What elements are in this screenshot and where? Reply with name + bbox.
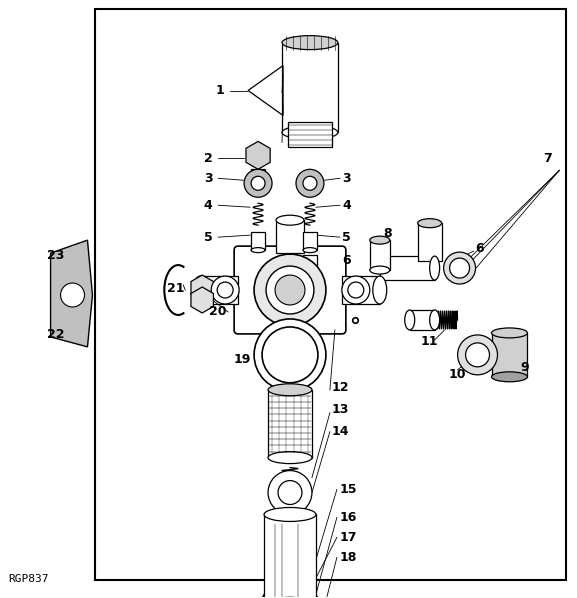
Polygon shape bbox=[191, 287, 213, 313]
Text: 4: 4 bbox=[204, 199, 212, 212]
Text: 9: 9 bbox=[520, 361, 529, 374]
Circle shape bbox=[449, 258, 470, 278]
Bar bbox=[303, 255, 317, 271]
Circle shape bbox=[275, 275, 305, 305]
Circle shape bbox=[254, 254, 326, 326]
Ellipse shape bbox=[303, 248, 317, 252]
Ellipse shape bbox=[373, 276, 387, 304]
Ellipse shape bbox=[264, 597, 316, 598]
Ellipse shape bbox=[276, 215, 304, 225]
Text: 21: 21 bbox=[167, 282, 184, 295]
Ellipse shape bbox=[251, 248, 265, 252]
Circle shape bbox=[342, 276, 370, 304]
Text: 16: 16 bbox=[339, 511, 357, 524]
Ellipse shape bbox=[268, 451, 312, 463]
Text: 20: 20 bbox=[209, 306, 227, 319]
Text: RGP837: RGP837 bbox=[9, 574, 49, 584]
Circle shape bbox=[217, 282, 233, 298]
Bar bbox=[95, 9, 567, 580]
Ellipse shape bbox=[492, 328, 527, 338]
Text: 6: 6 bbox=[475, 242, 484, 255]
Circle shape bbox=[458, 335, 497, 375]
Bar bbox=[264, 514, 316, 598]
Text: 13: 13 bbox=[331, 403, 349, 416]
Ellipse shape bbox=[370, 236, 389, 244]
Circle shape bbox=[303, 176, 317, 190]
Text: 14: 14 bbox=[331, 425, 349, 438]
Text: 3: 3 bbox=[204, 172, 212, 185]
Text: 8: 8 bbox=[384, 227, 392, 240]
Ellipse shape bbox=[193, 276, 207, 304]
Text: 17: 17 bbox=[339, 531, 357, 544]
Bar bbox=[492, 333, 527, 377]
Ellipse shape bbox=[264, 508, 316, 521]
Polygon shape bbox=[51, 240, 92, 347]
Circle shape bbox=[254, 319, 326, 390]
Bar bbox=[380, 256, 434, 280]
Ellipse shape bbox=[61, 283, 84, 307]
FancyBboxPatch shape bbox=[234, 246, 346, 334]
Bar bbox=[410, 310, 434, 330]
Bar bbox=[251, 232, 265, 250]
Bar bbox=[342, 276, 380, 304]
Text: 11: 11 bbox=[421, 335, 439, 349]
Circle shape bbox=[251, 176, 265, 190]
Ellipse shape bbox=[303, 269, 317, 273]
Text: 6: 6 bbox=[343, 254, 351, 267]
Circle shape bbox=[266, 266, 314, 314]
Bar bbox=[288, 123, 332, 147]
Ellipse shape bbox=[418, 219, 441, 228]
Ellipse shape bbox=[282, 126, 338, 139]
Text: 4: 4 bbox=[343, 199, 351, 212]
Circle shape bbox=[262, 327, 318, 383]
Polygon shape bbox=[246, 141, 270, 169]
Bar bbox=[282, 42, 338, 132]
Text: 15: 15 bbox=[339, 483, 357, 496]
Ellipse shape bbox=[430, 310, 440, 330]
Ellipse shape bbox=[404, 310, 415, 330]
Circle shape bbox=[348, 282, 364, 298]
Bar bbox=[268, 390, 312, 457]
Text: 12: 12 bbox=[331, 382, 349, 394]
Text: 2: 2 bbox=[204, 152, 212, 165]
Bar bbox=[418, 223, 441, 261]
Polygon shape bbox=[191, 275, 213, 301]
Bar bbox=[276, 220, 304, 253]
Circle shape bbox=[211, 276, 239, 304]
Text: 3: 3 bbox=[343, 172, 351, 185]
Circle shape bbox=[244, 169, 272, 197]
Bar bbox=[303, 232, 317, 250]
Text: 19: 19 bbox=[234, 353, 251, 367]
Ellipse shape bbox=[268, 384, 312, 396]
Bar bbox=[251, 169, 265, 179]
Circle shape bbox=[296, 169, 324, 197]
Ellipse shape bbox=[430, 256, 440, 280]
Ellipse shape bbox=[492, 372, 527, 382]
Circle shape bbox=[444, 252, 475, 284]
Text: 10: 10 bbox=[449, 368, 466, 382]
Bar bbox=[272, 330, 308, 360]
Circle shape bbox=[268, 471, 312, 514]
Bar bbox=[200, 276, 238, 304]
Text: 7: 7 bbox=[543, 152, 552, 165]
Text: 22: 22 bbox=[47, 328, 64, 341]
Ellipse shape bbox=[370, 266, 389, 274]
Ellipse shape bbox=[272, 355, 308, 365]
Text: 1: 1 bbox=[216, 84, 224, 97]
Text: 23: 23 bbox=[47, 249, 64, 261]
Bar bbox=[370, 240, 389, 270]
Circle shape bbox=[466, 343, 489, 367]
Ellipse shape bbox=[282, 36, 338, 50]
Text: 5: 5 bbox=[343, 231, 351, 243]
Circle shape bbox=[278, 481, 302, 505]
Text: 18: 18 bbox=[339, 551, 357, 564]
Text: 5: 5 bbox=[204, 231, 212, 243]
